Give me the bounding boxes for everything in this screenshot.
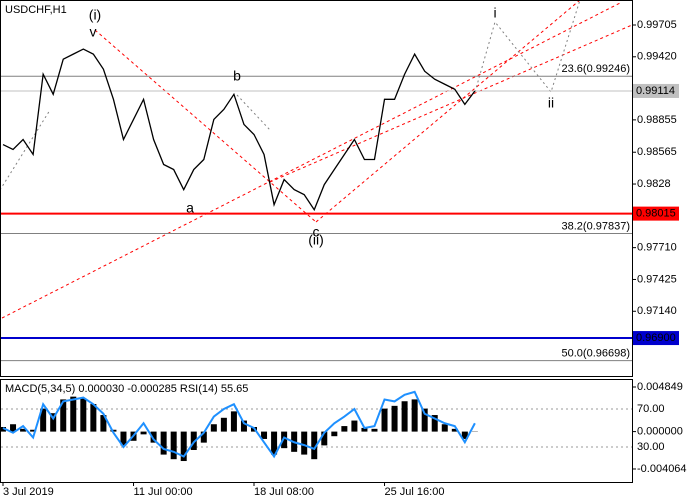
- y-tick-label: 0.98855: [637, 114, 677, 126]
- level-text: 50.0(0.96698): [562, 348, 631, 360]
- trend-line: [1, 2, 621, 319]
- wave-label: ii: [548, 95, 554, 111]
- wave-label: a: [186, 200, 194, 216]
- macd-bar: [70, 396, 77, 432]
- price-box: [633, 206, 679, 221]
- y-tick-label: 0.000000: [637, 426, 683, 438]
- main-frame: [0, 0, 633, 377]
- macd-bar: [190, 431, 197, 450]
- y2-tick-label: 70.00: [637, 403, 665, 415]
- macd-bar: [200, 431, 207, 443]
- macd-bar: [361, 427, 368, 432]
- wave-label: c: [313, 224, 320, 240]
- macd-bar: [351, 420, 358, 432]
- macd-bar: [220, 417, 227, 432]
- macd-bar: [140, 431, 147, 435]
- macd-bar: [421, 408, 428, 432]
- y-tick-label: 0.99420: [637, 51, 677, 63]
- wave-label: b: [233, 68, 241, 84]
- price-box-label: 0.96900: [636, 332, 676, 344]
- macd-bar: [40, 408, 47, 432]
- y-tick-label: 0.98565: [637, 146, 677, 158]
- macd-bar: [210, 424, 217, 432]
- x-tick-label: 11 Jul 00:00: [134, 486, 193, 498]
- indicator-title: MACD(5,34,5) 0.000030 -0.000285 RSI(14) …: [5, 383, 248, 395]
- macd-bar: [50, 413, 57, 432]
- macd-bar: [461, 431, 468, 439]
- wave-label: v: [90, 24, 97, 40]
- macd-bar: [281, 431, 288, 449]
- macd-bar: [321, 431, 328, 446]
- wave-line: [236, 94, 271, 131]
- macd-bar: [311, 431, 318, 460]
- y-tick-label: 0.97710: [637, 242, 677, 254]
- macd-bar: [431, 415, 438, 432]
- symbol-title: USDCHF,H1: [5, 4, 67, 16]
- macd-bar: [261, 431, 268, 439]
- x-tick-label: 3 Jul 2019: [3, 486, 54, 498]
- macd-bar: [100, 415, 107, 432]
- wave-label: (ii): [308, 232, 324, 248]
- macd-bar: [391, 405, 398, 432]
- price-box-label: 0.99114: [636, 85, 675, 97]
- wave-line: [0, 109, 51, 191]
- macd-bar: [60, 399, 67, 432]
- macd-bar: [411, 399, 418, 432]
- trend-lines: [1, 0, 633, 319]
- macd-bar: [120, 431, 127, 446]
- macd-bar: [180, 431, 187, 462]
- y-tick-label: 0.97425: [637, 273, 677, 285]
- macd-bar: [80, 398, 87, 432]
- macd-bar: [160, 431, 167, 455]
- y-tick-label: 0.9828: [637, 178, 671, 190]
- macd-bar: [271, 431, 278, 455]
- macd-bar: [150, 431, 157, 443]
- macd-bar: [371, 428, 378, 432]
- trend-line: [94, 29, 317, 223]
- price-box: [633, 83, 679, 98]
- x-tick-label: 18 Jul 08:00: [254, 486, 314, 498]
- y-tick-label: 0.99705: [637, 19, 677, 31]
- macd-bar: [331, 431, 338, 437]
- macd-bar: [30, 429, 37, 432]
- macd-bar: [451, 428, 458, 432]
- rsi-line: [2, 390, 476, 459]
- macd-bar: [10, 424, 17, 432]
- wave-label: (i): [89, 7, 101, 23]
- macd-bar: [230, 411, 237, 432]
- macd-bar: [90, 404, 97, 432]
- level-text: 38.2(0.97837): [562, 220, 631, 232]
- macd-bar: [381, 408, 388, 432]
- wave-line: [474, 0, 581, 94]
- macd-bar: [301, 431, 308, 455]
- macd-bar: [240, 420, 247, 432]
- macd-bar: [441, 424, 448, 432]
- y-tick-label: 0.97140: [637, 305, 677, 317]
- macd-bar: [401, 401, 408, 432]
- y-tick-label: 0.004849: [637, 381, 683, 393]
- macd-bar: [170, 431, 177, 460]
- x-tick-label: 25 Jul 16:00: [385, 486, 445, 498]
- wave-lines: [0, 0, 581, 191]
- price-box-label: 0.98015: [636, 208, 676, 220]
- price-box: [633, 331, 679, 346]
- level-text: 23.6(0.99246): [562, 63, 631, 75]
- wave-label: i: [493, 5, 496, 21]
- macd-bar: [341, 426, 348, 432]
- y-tick-label: -0.004064: [637, 463, 687, 475]
- macd-bar: [0, 426, 6, 432]
- y2-tick-label: 30.00: [637, 441, 665, 453]
- price-line: [2, 48, 476, 212]
- macd-bar: [20, 428, 27, 432]
